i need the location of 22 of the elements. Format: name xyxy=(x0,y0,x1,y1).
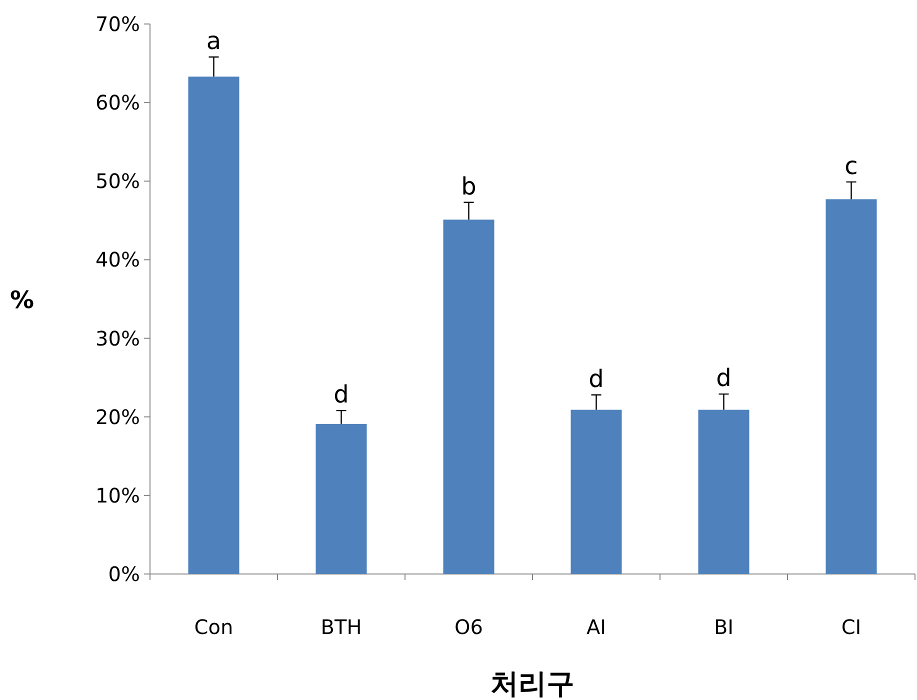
y-tick-label: 10% xyxy=(96,483,140,508)
y-tick-label: 70% xyxy=(96,12,140,36)
annotation: b xyxy=(461,172,476,200)
annotation: d xyxy=(716,364,732,392)
x-tick-label: BI xyxy=(714,615,734,639)
x-tick-label: O6 xyxy=(454,615,483,639)
y-tick-label: 50% xyxy=(96,169,140,194)
x-tick-label: AI xyxy=(586,615,606,639)
annotation: d xyxy=(334,380,349,409)
x-tick-label: CI xyxy=(841,615,862,639)
y-axis-title: % xyxy=(10,286,34,314)
y-tick-label: 20% xyxy=(96,404,140,429)
annotation: d xyxy=(588,364,604,393)
y-tick-label: 0% xyxy=(108,562,140,586)
x-tick-label: Con xyxy=(194,615,234,639)
y-tick-label: 30% xyxy=(96,326,140,350)
annotation: a xyxy=(206,27,222,55)
y-tick-label: 40% xyxy=(96,248,140,272)
x-axis-title: 처리구 xyxy=(490,667,574,700)
annotation: c xyxy=(844,152,858,180)
y-tick-label: 60% xyxy=(96,90,140,115)
x-tick-label: BTH xyxy=(320,615,362,639)
